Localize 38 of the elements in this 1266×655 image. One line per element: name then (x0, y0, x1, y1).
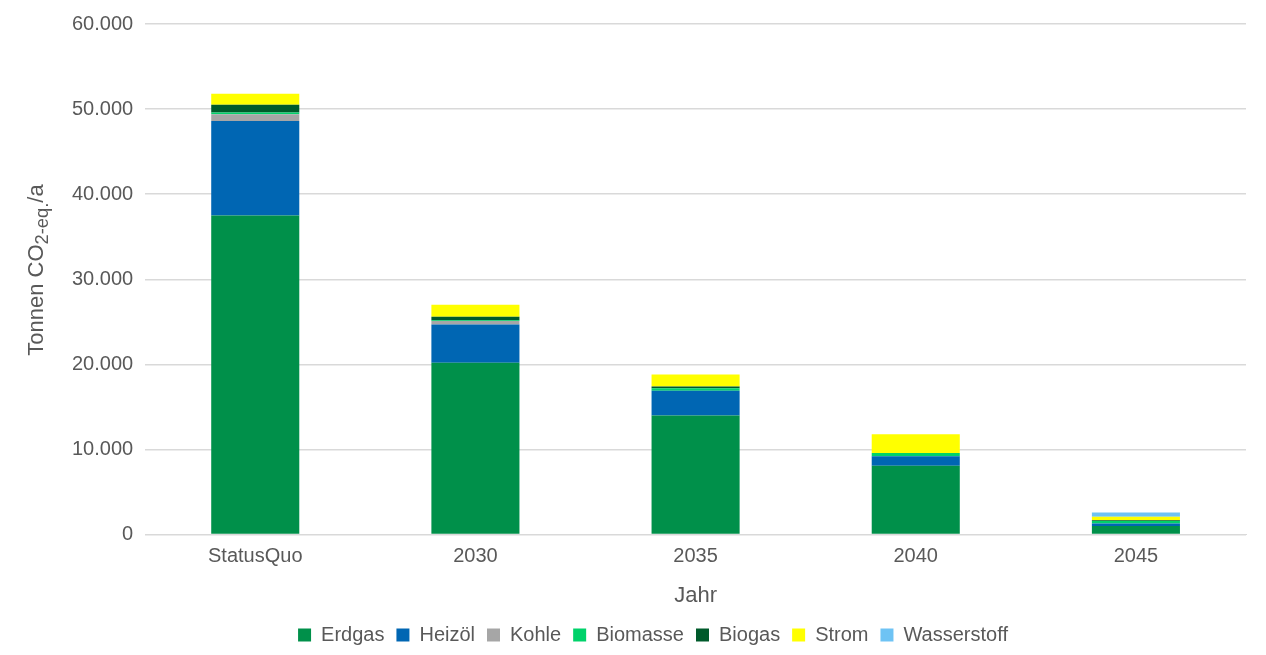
bar (211, 121, 300, 216)
x-tick-label: 2035 (673, 544, 718, 567)
bar (871, 434, 960, 453)
y-tick-label: 20.000 (72, 351, 134, 374)
legend-label: Wasserstoff (903, 622, 1009, 645)
legend-label: Erdgas (321, 622, 385, 645)
legend-label: Biomasse (596, 622, 684, 645)
y-tick-label: 60.000 (72, 11, 134, 34)
bar (431, 362, 520, 534)
bar (871, 456, 960, 466)
bar (431, 316, 520, 321)
bar (651, 374, 740, 387)
bar (1091, 526, 1180, 534)
x-tick-label: 2045 (1113, 544, 1159, 567)
y-tick-label: 30.000 (72, 266, 134, 289)
x-tick-label: 2040 (893, 544, 938, 567)
x-tick-label: 2030 (453, 544, 498, 567)
bar (651, 415, 740, 534)
bar (1091, 512, 1180, 517)
bar (431, 324, 520, 363)
bar (1091, 516, 1180, 521)
legend-label: Strom (815, 622, 869, 645)
bar (431, 304, 520, 317)
x-tick-label: StatusQuo (208, 544, 303, 567)
bar (211, 93, 300, 105)
legend-label: Kohle (510, 622, 562, 645)
bar (651, 390, 740, 416)
y-tick-label: 0 (122, 522, 134, 545)
legend-label: Biogas (718, 622, 781, 645)
bar (211, 104, 300, 113)
x-axis-title: Jahr (674, 581, 717, 607)
bar (871, 465, 960, 534)
y-tick-label: 40.000 (72, 181, 134, 204)
bar (211, 114, 300, 122)
legend-label: Heizöl (419, 622, 476, 645)
y-tick-label: 10.000 (72, 437, 134, 460)
y-tick-label: 50.000 (72, 96, 134, 119)
bar (211, 215, 300, 534)
